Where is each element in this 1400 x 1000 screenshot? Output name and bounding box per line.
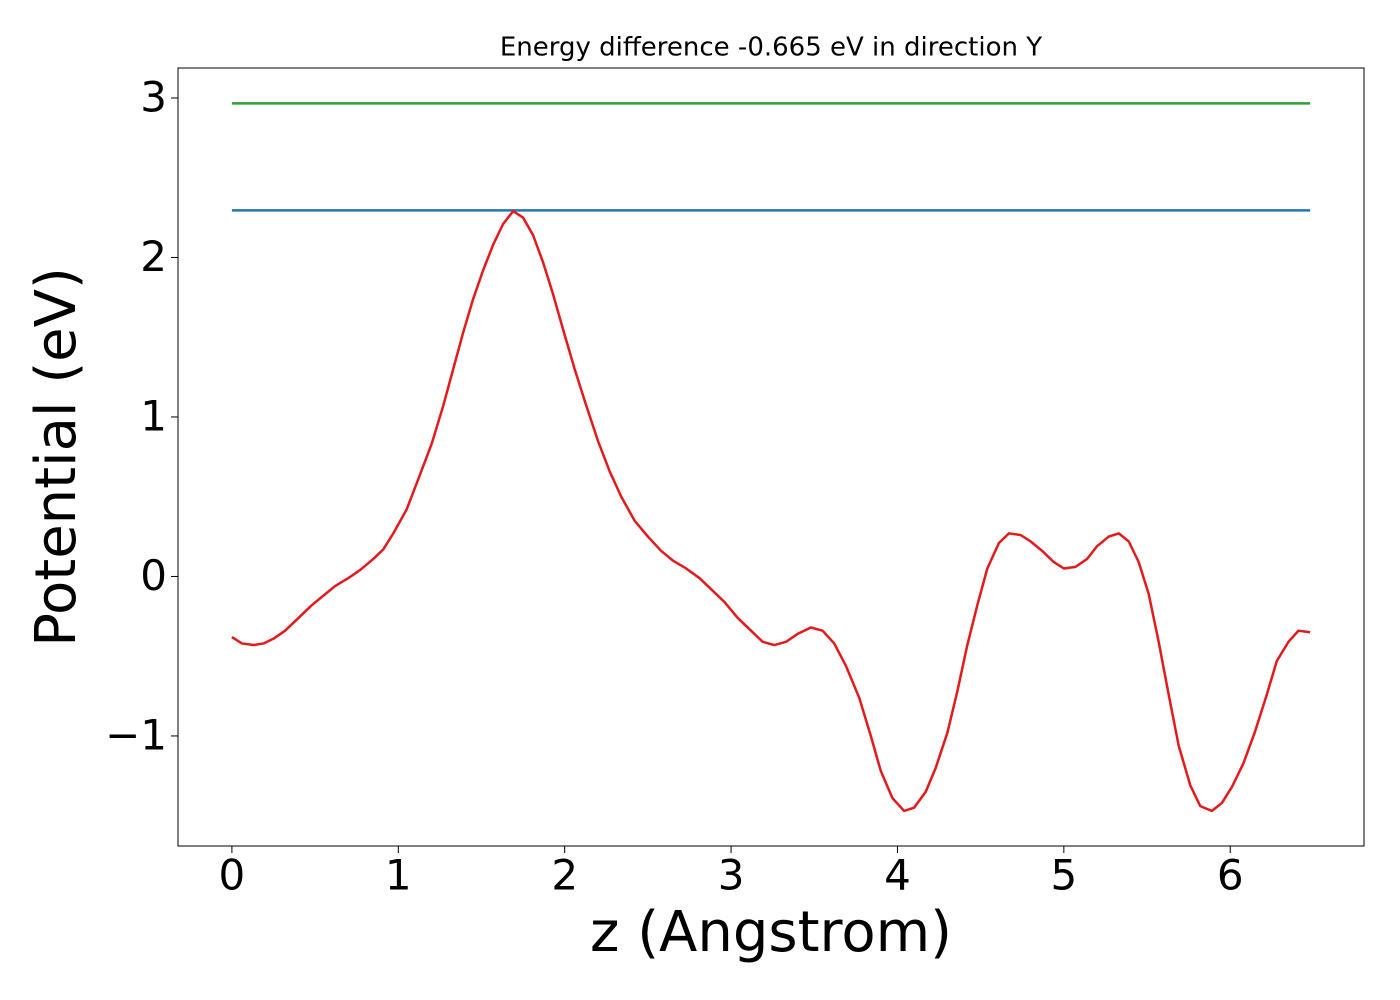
y-tick-label: −1 (105, 710, 167, 759)
x-tick-label: 0 (219, 851, 246, 900)
x-tick-label: 3 (718, 851, 745, 900)
line-series (231, 209, 1311, 813)
x-tick-label: 6 (1217, 851, 1244, 900)
x-axis-label: z (Angstrom) (590, 900, 952, 965)
y-axis-label: Potential (eV) (24, 267, 89, 647)
plot-frame (177, 67, 1365, 847)
y-tick-label: 2 (140, 232, 167, 281)
chart-title: Energy difference -0.665 eV in direction… (500, 33, 1042, 63)
y-tick-label: 1 (140, 391, 167, 440)
y-tick-label: 3 (140, 72, 167, 121)
x-tick-label: 4 (884, 851, 911, 900)
x-tick-label: 1 (385, 851, 412, 900)
x-tick-label: 2 (551, 851, 578, 900)
y-tick-label: 0 (140, 551, 167, 600)
x-tick-label: 5 (1050, 851, 1077, 900)
